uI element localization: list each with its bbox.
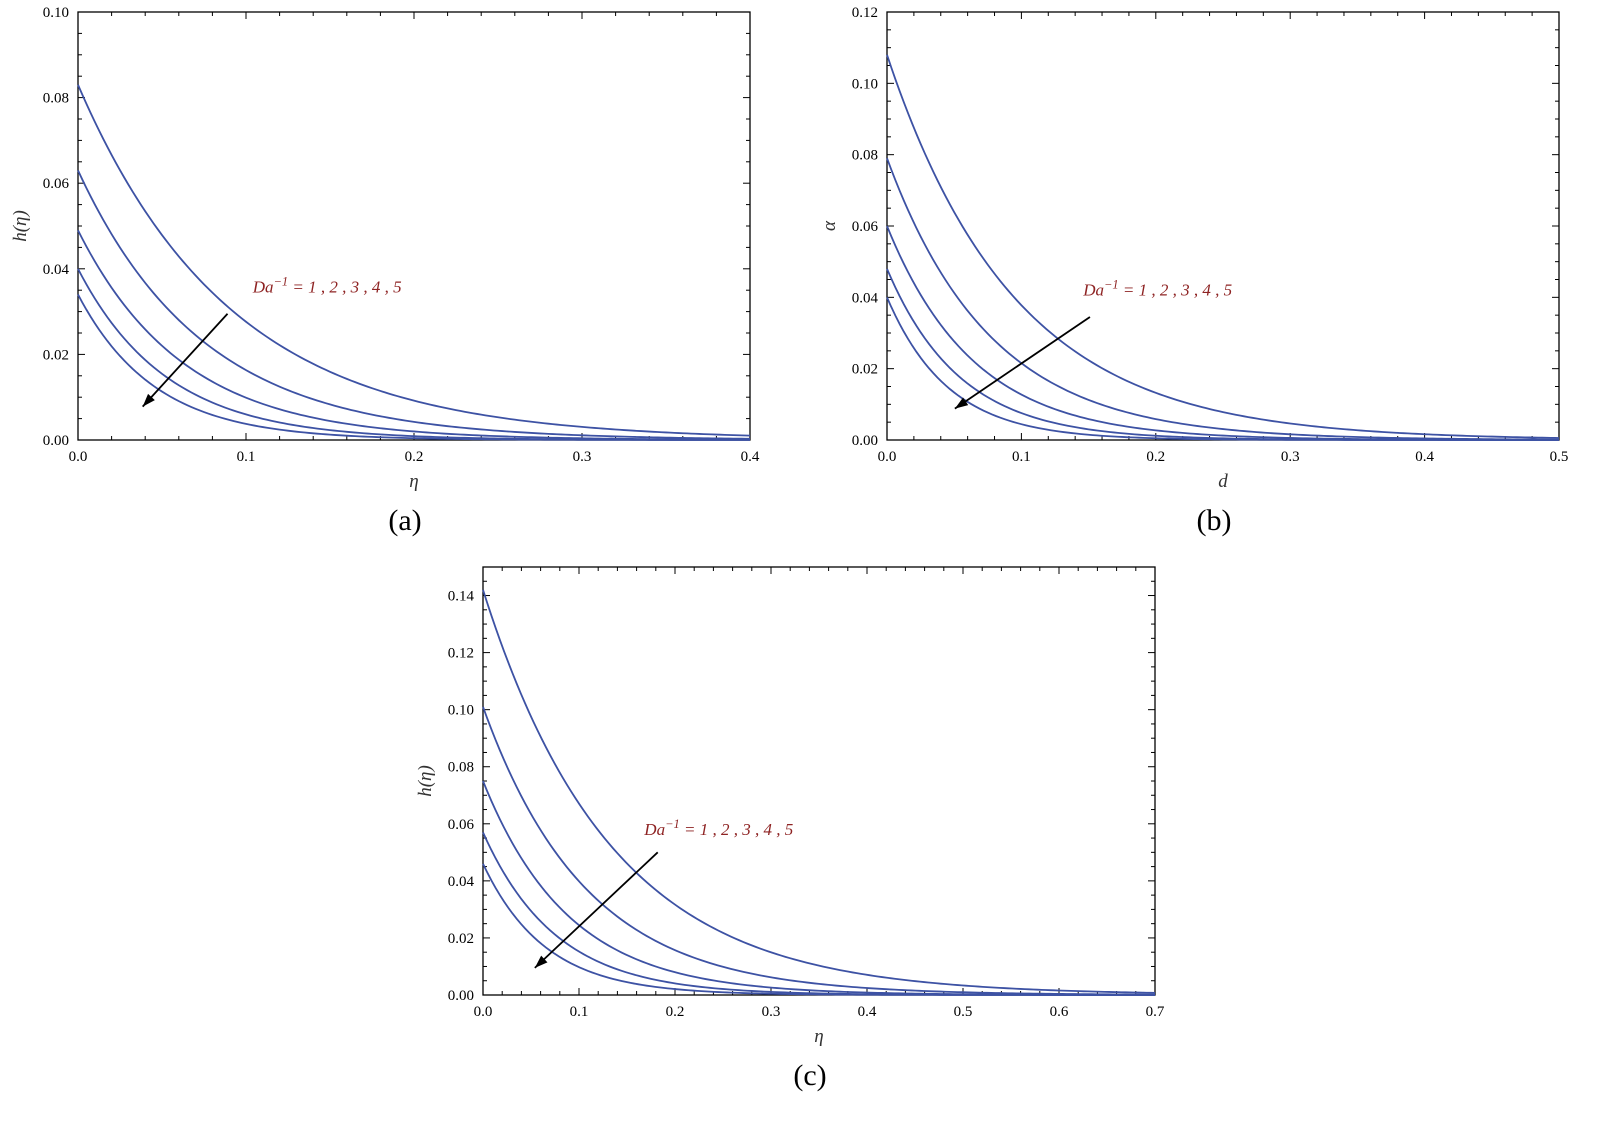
y-axis-label: h(η) (10, 210, 31, 242)
annotation-base: Da (1082, 281, 1104, 300)
x-tick-label: 0.2 (1146, 449, 1165, 465)
curve-da-inv-3 (482, 780, 1156, 996)
curve-da-inv-2 (77, 169, 751, 440)
y-tick-label: 0.04 (448, 874, 475, 890)
x-tick-label: 0.4 (858, 1004, 877, 1020)
chart-panel-b: 0.0 0.1 0.2 0.3 0.4 0.5 0.00 0.02 0.04 0.06 0.08 0.… (819, 5, 1569, 492)
y-tick-label: 0.04 (43, 262, 70, 278)
panel-a-caption: (a) (388, 504, 422, 537)
annotation-values: = 1 , 2 , 3 , 4 , 5 (1119, 281, 1232, 300)
x-axis-label: η (814, 1026, 823, 1047)
annotation-arrow-shaft (954, 316, 1091, 410)
plot-frame (886, 11, 1560, 441)
annotation-base: Da (643, 820, 665, 839)
y-tick-label: 0.12 (852, 5, 878, 21)
chart-panel-c: 0.0 0.1 0.2 0.3 0.4 0.5 0.6 0.7 0.00 0.02 0.04 0.06… (415, 566, 1165, 1047)
y-tick-label: 0.06 (852, 219, 879, 235)
y-tick-label: 0.10 (852, 76, 878, 92)
x-tick-label: 0.4 (741, 449, 760, 465)
y-tick-label: 0.00 (43, 433, 69, 449)
x-tick-label: 0.0 (878, 449, 897, 465)
y-tick-label: 0.06 (43, 176, 70, 192)
x-tick-label: 0.2 (666, 1004, 685, 1020)
panel-a: 0.0 0.1 0.2 0.3 0.4 0.00 0.02 0.04 0.06 0.08 0.10 D… (0, 0, 810, 538)
curve-da-inv-4 (482, 831, 1155, 996)
y-tick-label: 0.10 (43, 5, 69, 21)
x-tick-label: 0.1 (570, 1004, 589, 1020)
annotation-label: Da−1 = 1 , 2 , 3 , 4 , 5 (643, 817, 793, 839)
annotation-superscript: −1 (1104, 278, 1119, 292)
panel-c-caption: (c) (793, 1059, 827, 1092)
y-tick-label: 0.00 (448, 988, 474, 1004)
curve-da-inv-3 (77, 229, 751, 441)
y-tick-label: 0.02 (852, 362, 878, 378)
y-tick-label: 0.00 (852, 433, 878, 449)
plot-frame (77, 11, 751, 441)
curve-da-inv-2 (482, 706, 1156, 996)
annotation-values: = 1 , 2 , 3 , 4 , 5 (288, 277, 401, 296)
y-tick-label: 0.10 (448, 703, 474, 719)
curve-da-inv-4 (77, 268, 750, 441)
annotation-base: Da (252, 277, 274, 296)
x-tick-label: 0.3 (1281, 449, 1300, 465)
x-tick-label: 0.5 (954, 1004, 973, 1020)
y-tick-label: 0.08 (852, 148, 878, 164)
x-tick-label: 0.6 (1050, 1004, 1069, 1020)
curve-da-inv-2 (886, 157, 1560, 441)
y-tick-label: 0.04 (852, 290, 879, 306)
curve-da-inv-5 (886, 296, 1559, 441)
annotation-arrow-head (534, 955, 548, 968)
y-tick-label: 0.14 (448, 589, 475, 605)
x-tick-label: 0.3 (573, 449, 592, 465)
x-tick-label: 0.3 (762, 1004, 781, 1020)
y-axis-label: α (819, 220, 840, 231)
annotation-label: Da−1 = 1 , 2 , 3 , 4 , 5 (252, 274, 402, 296)
y-tick-label: 0.06 (448, 817, 475, 833)
x-tick-label: 0.2 (405, 449, 424, 465)
x-tick-label: 0.0 (474, 1004, 493, 1020)
x-tick-label: 0.1 (1012, 449, 1031, 465)
chart-panel-a: 0.0 0.1 0.2 0.3 0.4 0.00 0.02 0.04 0.06 0.08 0.10 D… (10, 5, 760, 492)
annotation-superscript: −1 (665, 817, 680, 831)
x-tick-label: 0.5 (1550, 449, 1569, 465)
annotation-arrow-shaft (142, 313, 229, 408)
annotation-arrow-head (954, 397, 969, 409)
x-tick-label: 0.1 (237, 449, 256, 465)
curve-da-inv-5 (77, 294, 750, 441)
curve-da-inv-1 (886, 54, 1560, 439)
panel-b: 0.0 0.1 0.2 0.3 0.4 0.5 0.00 0.02 0.04 0.06 0.08 0.… (809, 0, 1619, 538)
x-tick-label: 0.4 (1415, 449, 1434, 465)
curve-da-inv-1 (482, 589, 1156, 994)
annotation-label: Da−1 = 1 , 2 , 3 , 4 , 5 (1082, 278, 1232, 300)
x-tick-label: 0.7 (1146, 1004, 1165, 1020)
annotation-values: = 1 , 2 , 3 , 4 , 5 (680, 820, 793, 839)
y-tick-label: 0.02 (448, 931, 474, 947)
curve-da-inv-5 (482, 863, 1155, 996)
x-tick-label: 0.0 (69, 449, 88, 465)
y-tick-label: 0.08 (448, 760, 474, 776)
panel-b-caption: (b) (1196, 504, 1232, 537)
x-axis-label: d (1218, 471, 1228, 492)
plot-frame (482, 566, 1156, 996)
panel-c: 0.0 0.1 0.2 0.3 0.4 0.5 0.6 0.7 0.00 0.02 0.04 0.06… (405, 555, 1215, 1093)
y-tick-label: 0.12 (448, 646, 474, 662)
y-axis-label: h(η) (415, 765, 436, 797)
annotation-arrow-head (142, 393, 155, 407)
annotation-arrow-shaft (534, 851, 659, 969)
annotation-superscript: −1 (273, 274, 288, 288)
y-tick-label: 0.08 (43, 91, 69, 107)
y-tick-label: 0.02 (43, 347, 69, 363)
curve-da-inv-1 (77, 84, 751, 437)
x-axis-label: η (409, 471, 418, 492)
